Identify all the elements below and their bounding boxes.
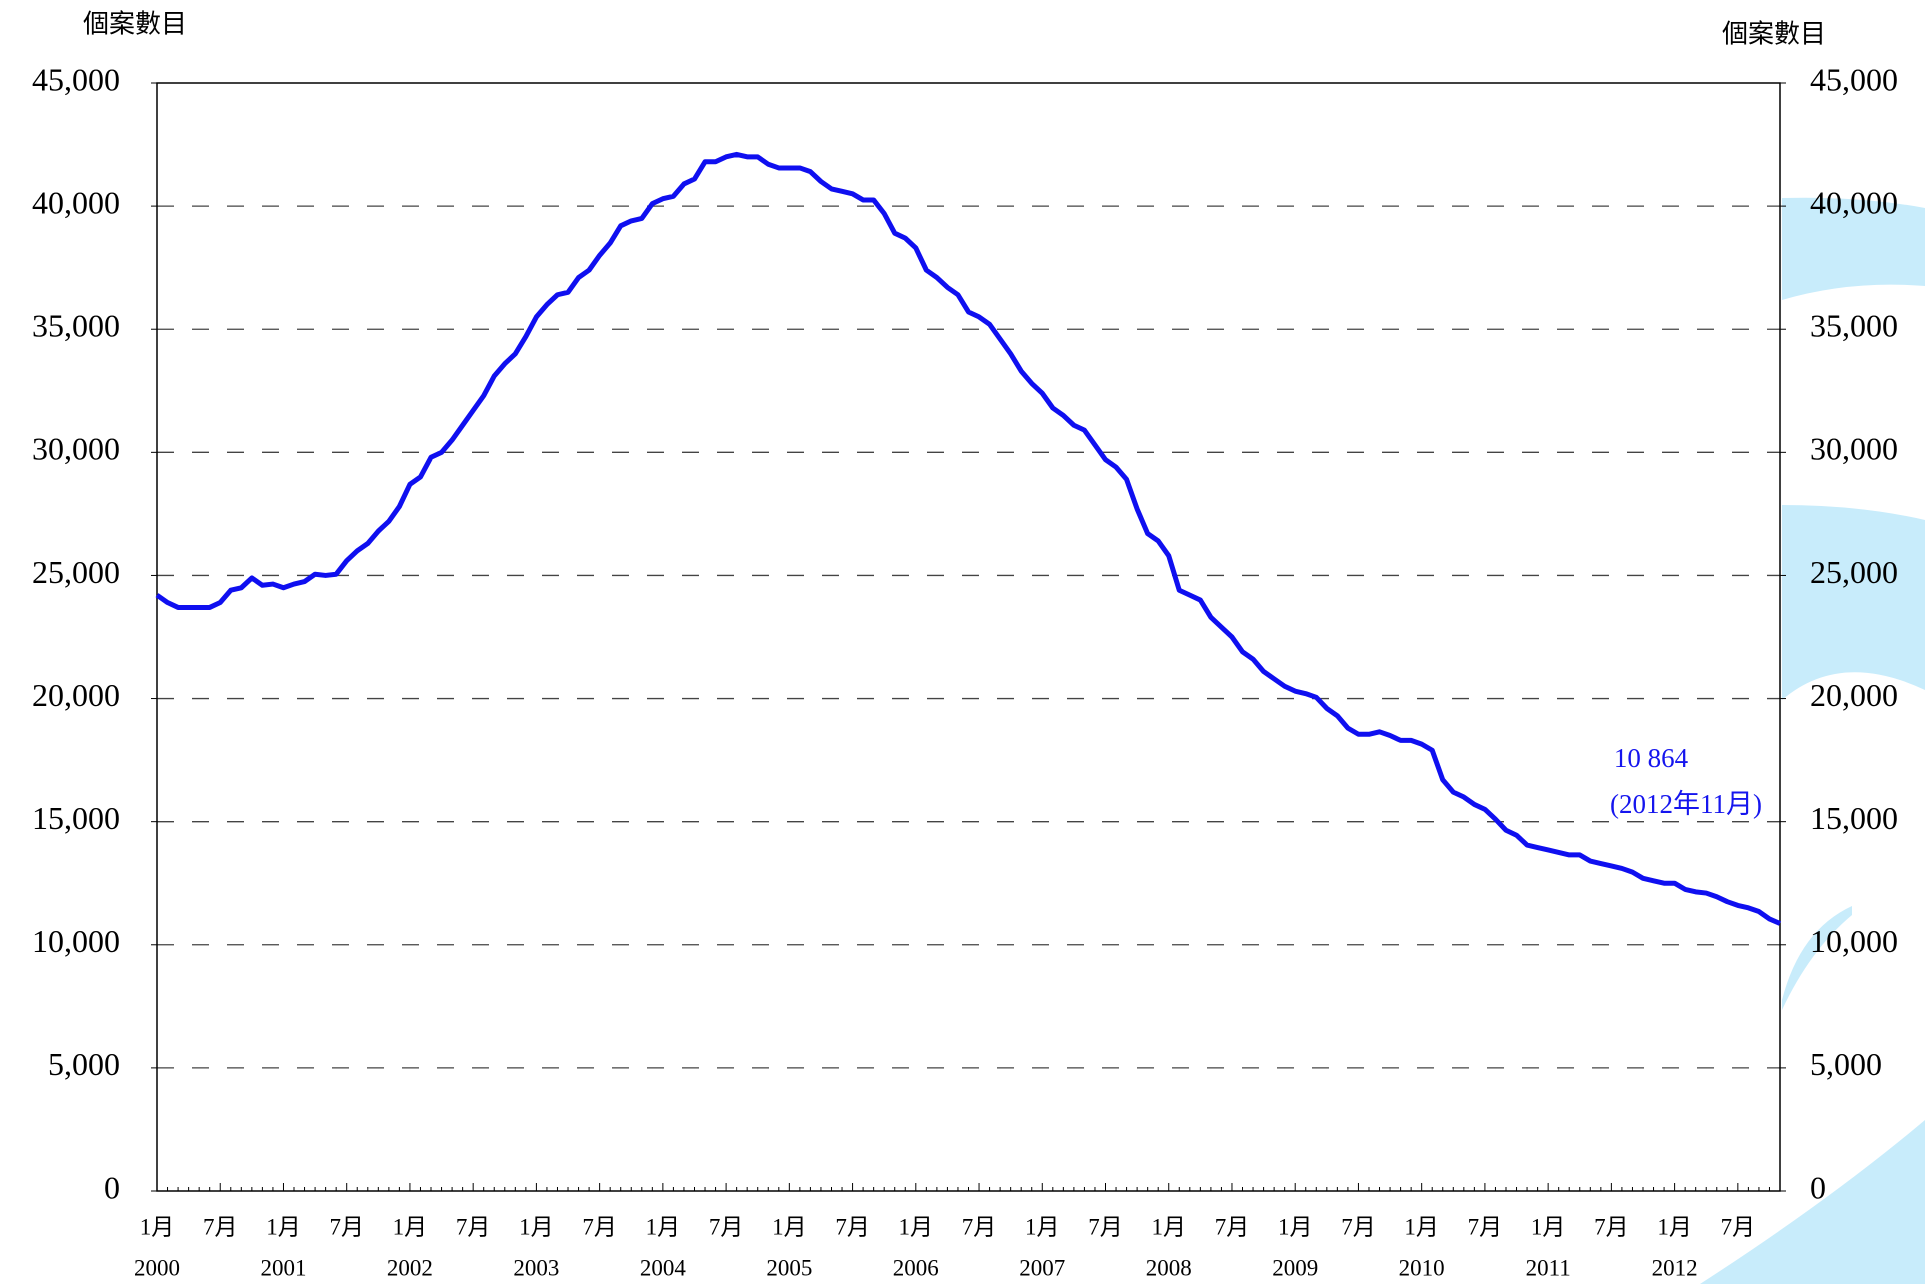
y-tick-label: 20,000 (32, 677, 120, 713)
y2-tick-label: 40,000 (1810, 184, 1898, 220)
x-tick-label: 7月 (203, 1214, 238, 1239)
x-tick-label: 7月 (1594, 1214, 1629, 1239)
x-tick-label: 7月 (1088, 1214, 1123, 1239)
y-tick-label: 0 (104, 1169, 120, 1205)
year-label: 2004 (640, 1255, 687, 1280)
x-tick-label: 1月 (1531, 1214, 1566, 1239)
y2-tick-label: 10,000 (1810, 923, 1898, 959)
y-tick-label: 25,000 (32, 554, 120, 590)
y2-tick-label: 0 (1810, 1169, 1826, 1205)
year-label: 2001 (260, 1255, 306, 1280)
x-tick-label: 7月 (456, 1214, 491, 1239)
y-tick-label: 30,000 (32, 431, 120, 467)
x-tick-label: 1月 (646, 1214, 681, 1239)
year-label: 2000 (134, 1255, 180, 1280)
y-tick-label: 10,000 (32, 923, 120, 959)
x-tick-label: 7月 (709, 1214, 744, 1239)
x-tick-label: 1月 (140, 1214, 175, 1239)
year-label: 2010 (1399, 1255, 1445, 1280)
y-tick-label: 40,000 (32, 184, 120, 220)
x-tick-label: 1月 (1278, 1214, 1313, 1239)
x-tick-label: 7月 (1468, 1214, 1503, 1239)
year-label: 2008 (1146, 1255, 1192, 1280)
x-tick-label: 1月 (772, 1214, 807, 1239)
x-tick-label: 7月 (962, 1214, 997, 1239)
data-line (155, 151, 1781, 926)
plot-frame (156, 82, 1781, 1192)
annotation-date: (2012年11月) (1610, 789, 1762, 819)
year-label: 2005 (766, 1255, 812, 1280)
y2-tick-label: 15,000 (1810, 800, 1898, 836)
x-tick-label: 1月 (899, 1214, 934, 1239)
year-label: 2012 (1652, 1255, 1698, 1280)
x-tick-label: 1月 (1151, 1214, 1186, 1239)
y2-tick-label: 45,000 (1810, 61, 1898, 97)
year-label: 2007 (1019, 1255, 1065, 1280)
y-tick-label: 45,000 (32, 61, 120, 97)
x-tick-label: 7月 (835, 1214, 870, 1239)
x-tick-label: 1月 (266, 1214, 301, 1239)
y2-tick-label: 35,000 (1810, 308, 1898, 344)
x-tick-label: 1月 (1404, 1214, 1439, 1239)
x-tick-label: 1月 (393, 1214, 428, 1239)
x-tick-label: 7月 (1341, 1214, 1376, 1239)
year-label: 2006 (893, 1255, 939, 1280)
y2-tick-label: 25,000 (1810, 554, 1898, 590)
y-tick-label: 15,000 (32, 800, 120, 836)
x-tick-label: 1月 (1025, 1214, 1060, 1239)
x-tick-label: 7月 (582, 1214, 617, 1239)
year-label: 2003 (513, 1255, 559, 1280)
y-tick-label: 5,000 (48, 1046, 120, 1082)
x-tick-label: 7月 (1721, 1214, 1756, 1239)
x-tick-label: 1月 (519, 1214, 554, 1239)
x-tick-label: 7月 (1215, 1214, 1250, 1239)
year-label: 2002 (387, 1255, 433, 1280)
x-tick-label: 7月 (329, 1214, 364, 1239)
y2-axis-title: 個案數目 (1722, 20, 1826, 50)
y-axis-title: 個案數目 (83, 10, 187, 40)
year-label: 2011 (1526, 1255, 1571, 1280)
y2-tick-label: 30,000 (1810, 431, 1898, 467)
background-swoosh (1700, 197, 1925, 1284)
x-tick-label: 1月 (1657, 1214, 1692, 1239)
year-label: 2009 (1272, 1255, 1318, 1280)
y2-tick-label: 20,000 (1810, 677, 1898, 713)
y2-tick-label: 5,000 (1810, 1046, 1882, 1082)
annotation-value: 10 864 (1614, 743, 1689, 773)
y-tick-label: 35,000 (32, 308, 120, 344)
